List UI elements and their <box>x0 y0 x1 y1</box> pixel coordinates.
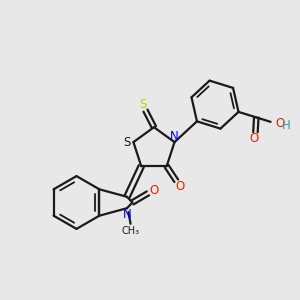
Text: S: S <box>123 136 130 148</box>
Text: S: S <box>139 98 146 111</box>
Text: H: H <box>281 119 290 132</box>
Text: O: O <box>249 132 258 145</box>
Text: O: O <box>149 184 158 196</box>
Text: CH₃: CH₃ <box>122 226 140 236</box>
Text: N: N <box>123 208 131 221</box>
Text: N: N <box>170 130 179 143</box>
Text: O: O <box>175 180 184 193</box>
Text: O: O <box>275 117 284 130</box>
